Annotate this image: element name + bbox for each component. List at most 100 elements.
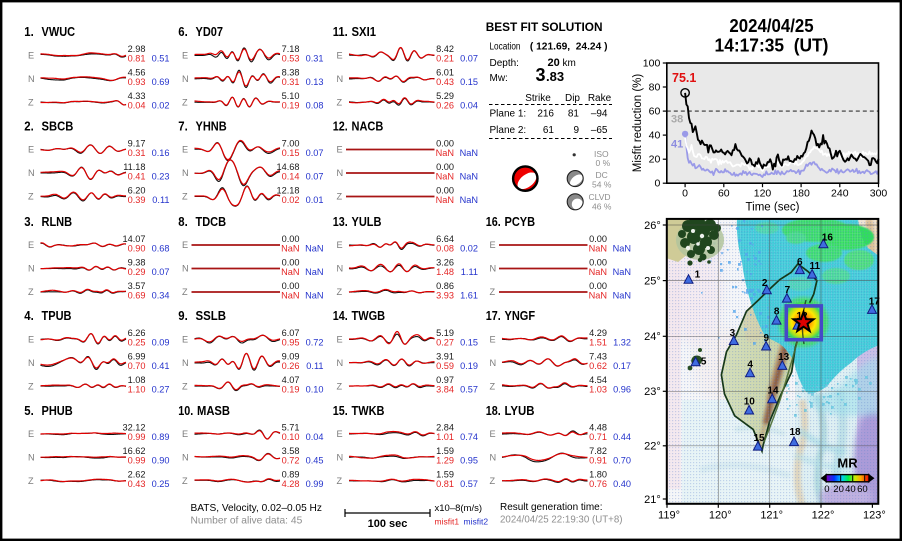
svg-text:0.96: 0.96 — [613, 385, 631, 395]
svg-text:Z: Z — [28, 192, 34, 202]
svg-text:Number of alive data: 45: Number of alive data: 45 — [191, 515, 303, 527]
svg-text:0.23: 0.23 — [152, 171, 170, 181]
svg-text:1.01: 1.01 — [436, 432, 454, 442]
svg-text:122°: 122° — [812, 509, 835, 521]
svg-text:0.97: 0.97 — [436, 375, 454, 385]
svg-text:Location: Location — [490, 42, 521, 53]
svg-text:120: 120 — [754, 188, 772, 200]
svg-text:0.93: 0.93 — [128, 77, 146, 87]
svg-text:40: 40 — [845, 484, 856, 495]
svg-text:Z: Z — [182, 476, 188, 486]
svg-text:0: 0 — [682, 188, 688, 200]
svg-text:6.26: 6.26 — [128, 328, 146, 338]
svg-text:15.: 15. — [333, 403, 348, 418]
svg-text:1.10: 1.10 — [128, 385, 146, 395]
svg-text:3: 3 — [730, 328, 736, 339]
svg-text:0.00: 0.00 — [589, 257, 607, 267]
svg-text:9: 9 — [573, 125, 579, 136]
svg-text:1.08: 1.08 — [128, 375, 146, 385]
svg-text:PHUB: PHUB — [42, 403, 73, 418]
svg-text:1.03: 1.03 — [589, 385, 607, 395]
svg-text:LYUB: LYUB — [505, 403, 535, 418]
svg-text:0.31: 0.31 — [282, 77, 300, 87]
svg-text:5.19: 5.19 — [436, 328, 454, 338]
svg-text:0.81: 0.81 — [436, 479, 454, 489]
svg-text:N: N — [182, 264, 189, 274]
svg-text:0.07: 0.07 — [306, 148, 324, 158]
svg-text:N: N — [490, 453, 497, 463]
svg-text:10: 10 — [744, 397, 756, 408]
svg-text:0.81: 0.81 — [128, 54, 146, 64]
svg-text:N: N — [182, 168, 189, 178]
svg-text:0.17: 0.17 — [613, 361, 631, 371]
svg-text:3.: 3. — [24, 214, 34, 229]
svg-text:E: E — [28, 240, 34, 250]
svg-text:0.31: 0.31 — [306, 54, 324, 64]
svg-text:Z: Z — [490, 381, 496, 391]
svg-text:7.82: 7.82 — [589, 446, 607, 456]
svg-text:0.25: 0.25 — [128, 338, 146, 348]
svg-text:0.68: 0.68 — [152, 243, 170, 253]
svg-text:13: 13 — [778, 352, 790, 363]
svg-text:misfit2: misfit2 — [464, 517, 489, 527]
svg-text:2.98: 2.98 — [128, 44, 146, 54]
svg-text:14.07: 14.07 — [123, 234, 146, 244]
svg-text:N: N — [28, 168, 35, 178]
svg-text:5: 5 — [701, 357, 707, 368]
svg-text:1.59: 1.59 — [436, 470, 454, 480]
svg-text:0.01: 0.01 — [306, 195, 324, 205]
svg-text:123°: 123° — [863, 509, 886, 521]
svg-text:0.00: 0.00 — [282, 257, 300, 267]
svg-text:80: 80 — [649, 82, 661, 94]
svg-text:ISO: ISO — [594, 149, 609, 159]
svg-text:.83: .83 — [546, 69, 564, 84]
svg-text:E: E — [490, 334, 496, 344]
svg-text:7.43: 7.43 — [589, 352, 607, 362]
svg-text:0.91: 0.91 — [589, 456, 607, 466]
svg-text:5.29: 5.29 — [436, 91, 454, 101]
svg-text:0.00: 0.00 — [589, 281, 607, 291]
svg-text:26°: 26° — [644, 220, 661, 232]
svg-text:0.51: 0.51 — [152, 54, 170, 64]
svg-text:60: 60 — [857, 484, 868, 495]
svg-text:0.70: 0.70 — [128, 361, 146, 371]
svg-text:0.72: 0.72 — [282, 456, 300, 466]
svg-text:0.08: 0.08 — [306, 101, 324, 111]
svg-text:0.07: 0.07 — [306, 171, 324, 181]
svg-text:0.04: 0.04 — [460, 101, 478, 111]
svg-text:9.09: 9.09 — [282, 352, 300, 362]
svg-text:Plane 1:: Plane 1: — [490, 109, 527, 120]
svg-text:0.99: 0.99 — [306, 479, 324, 489]
svg-text:NaN: NaN — [460, 148, 478, 158]
svg-text:NaN: NaN — [281, 290, 299, 300]
svg-text:E: E — [337, 50, 343, 60]
svg-text:46 %: 46 % — [592, 202, 612, 212]
svg-text:0.00: 0.00 — [436, 162, 454, 172]
svg-text:0.10: 0.10 — [306, 385, 324, 395]
svg-text:11.: 11. — [333, 24, 348, 39]
svg-text:Z: Z — [337, 97, 343, 107]
svg-text:E: E — [490, 240, 496, 250]
svg-text:E: E — [28, 429, 34, 439]
svg-text:N: N — [28, 358, 35, 368]
svg-text:7: 7 — [785, 285, 791, 296]
svg-text:6.: 6. — [178, 24, 188, 39]
svg-text:4.48: 4.48 — [589, 423, 607, 433]
svg-text:1.61: 1.61 — [460, 290, 478, 300]
svg-text:20: 20 — [548, 57, 560, 69]
svg-text:0.34: 0.34 — [152, 290, 170, 300]
svg-text:0.99: 0.99 — [128, 456, 146, 466]
svg-text:MR: MR — [837, 456, 858, 471]
svg-text:Time (sec): Time (sec) — [746, 202, 800, 214]
svg-text:0.53: 0.53 — [282, 54, 300, 64]
svg-text:DC: DC — [596, 170, 608, 180]
svg-text:Dip: Dip — [565, 93, 580, 104]
svg-text:61: 61 — [543, 125, 555, 136]
svg-text:0.71: 0.71 — [589, 432, 607, 442]
svg-text:Z: Z — [490, 287, 496, 297]
svg-text:1.29: 1.29 — [436, 456, 454, 466]
svg-text:0.10: 0.10 — [282, 432, 300, 442]
svg-text:0.95: 0.95 — [282, 338, 300, 348]
svg-text:km: km — [563, 58, 576, 69]
svg-text:216: 216 — [537, 109, 554, 120]
